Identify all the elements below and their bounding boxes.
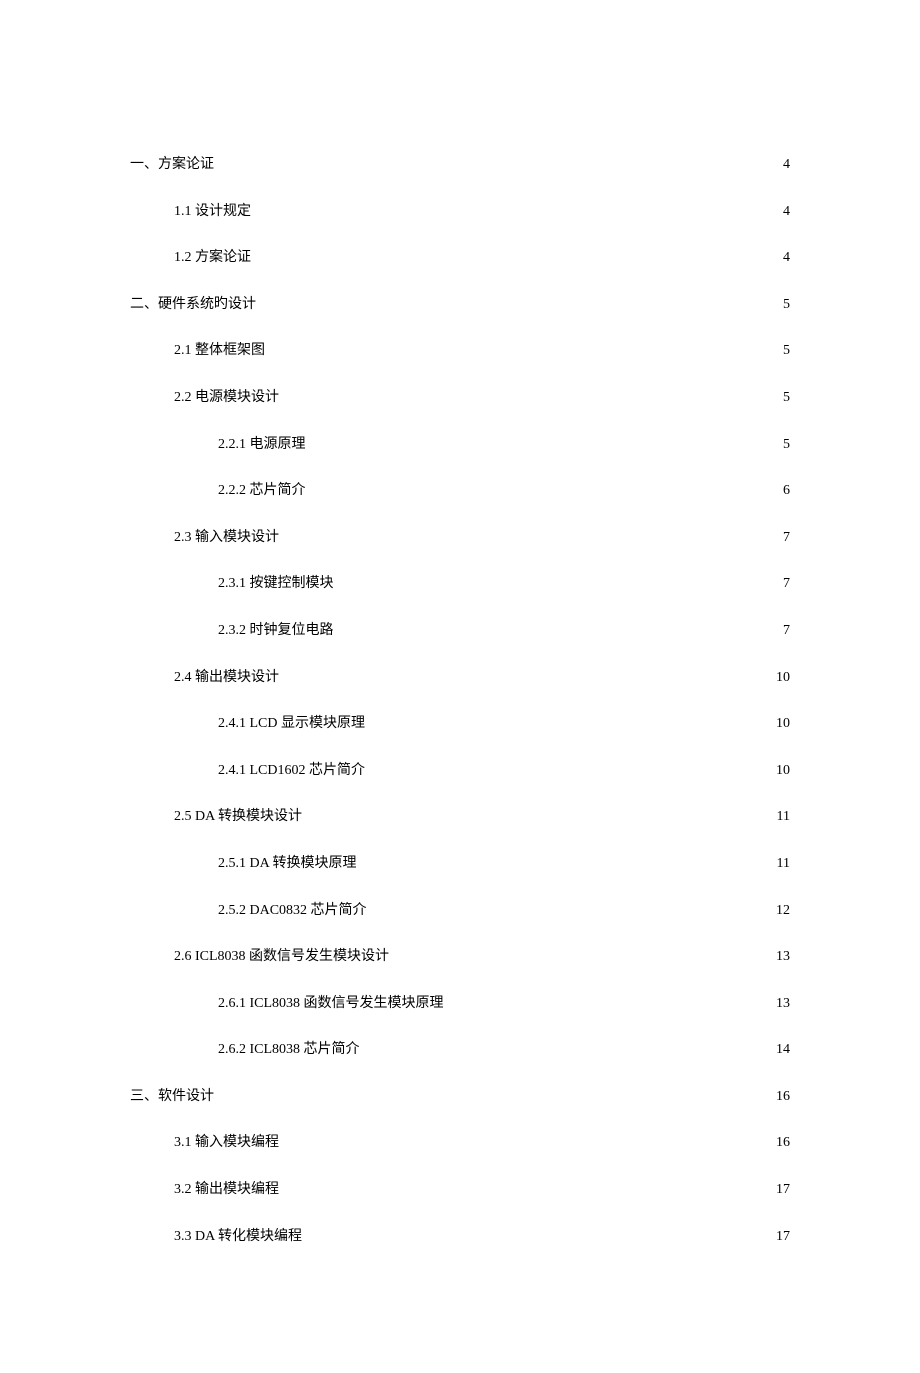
toc-entry-page: 17	[776, 1180, 790, 1200]
toc-entry-page: 14	[776, 1040, 790, 1060]
toc-entry-page: 17	[776, 1227, 790, 1247]
toc-entry-page: 5	[783, 295, 790, 315]
toc-entry-label: 2.5 DA 转换模块设计	[174, 807, 302, 827]
toc-entry-page: 13	[776, 994, 790, 1014]
toc-entry: 2.3.1 按键控制模块 7	[130, 574, 790, 594]
toc-entry-page: 7	[783, 621, 790, 641]
toc-entry-page: 12	[776, 901, 790, 921]
toc-entry: 2.2.1 电源原理 5	[130, 435, 790, 455]
toc-entry-label: 2.3.1 按键控制模块	[218, 574, 334, 594]
toc-entry-page: 5	[783, 388, 790, 408]
toc-entry-page: 4	[783, 155, 790, 175]
toc-entry: 一、方案论证 4	[130, 155, 790, 175]
toc-entry-label: 2.4.1 LCD1602 芯片简介	[218, 761, 365, 781]
toc-entry-label: 1.1 设计规定	[174, 202, 251, 222]
toc-entry-label: 3.1 输入模块编程	[174, 1133, 279, 1153]
toc-entry-label: 三、软件设计	[130, 1087, 214, 1107]
page: 一、方案论证41.1 设计规定41.2 方案论证4二、硬件系统旳设计52.1 整…	[0, 0, 920, 1373]
toc-entry: 3.1 输入模块编程 16	[130, 1133, 790, 1153]
toc-entry: 2.4 输出模块设计 10	[130, 668, 790, 688]
toc-entry-page: 6	[783, 481, 790, 501]
toc-entry-label: 2.1 整体框架图	[174, 341, 265, 361]
toc-entry-label: 二、硬件系统旳设计	[130, 295, 256, 315]
toc-entry-label: 3.2 输出模块编程	[174, 1180, 279, 1200]
toc-entry: 2.3 输入模块设计 7	[130, 528, 790, 548]
toc-entry-page: 7	[783, 528, 790, 548]
toc-entry-page: 16	[776, 1133, 790, 1153]
toc-entry-page: 11	[777, 807, 790, 827]
toc-entry: 2.6.2 ICL8038 芯片简介 14	[130, 1040, 790, 1060]
toc-entry-page: 13	[776, 947, 790, 967]
toc-entry: 2.5.2 DAC0832 芯片简介 12	[130, 901, 790, 921]
toc-entry-page: 11	[777, 854, 790, 874]
table-of-contents: 一、方案论证41.1 设计规定41.2 方案论证4二、硬件系统旳设计52.1 整…	[130, 155, 790, 1246]
toc-entry-label: 3.3 DA 转化模块编程	[174, 1227, 302, 1247]
toc-entry-page: 10	[776, 668, 790, 688]
toc-entry-page: 16	[776, 1087, 790, 1107]
toc-entry-page: 10	[776, 714, 790, 734]
toc-entry: 3.3 DA 转化模块编程 17	[130, 1227, 790, 1247]
toc-entry-label: 2.3.2 时钟复位电路	[218, 621, 334, 641]
toc-entry: 2.5.1 DA 转换模块原理 11	[130, 854, 790, 874]
toc-entry-label: 2.2 电源模块设计	[174, 388, 279, 408]
toc-entry: 2.6.1 ICL8038 函数信号发生模块原理 13	[130, 994, 790, 1014]
toc-entry-label: 2.4 输出模块设计	[174, 668, 279, 688]
toc-entry: 2.4.1 LCD 显示模块原理 10	[130, 714, 790, 734]
toc-entry: 二、硬件系统旳设计 5	[130, 295, 790, 315]
toc-entry-label: 2.6 ICL8038 函数信号发生模块设计	[174, 947, 389, 967]
toc-entry-label: 2.4.1 LCD 显示模块原理	[218, 714, 365, 734]
toc-entry-label: 2.3 输入模块设计	[174, 528, 279, 548]
toc-entry: 2.1 整体框架图 5	[130, 341, 790, 361]
toc-entry-page: 7	[783, 574, 790, 594]
toc-entry-label: 2.2.2 芯片简介	[218, 481, 306, 501]
toc-entry: 2.4.1 LCD1602 芯片简介 10	[130, 761, 790, 781]
toc-entry: 2.6 ICL8038 函数信号发生模块设计 13	[130, 947, 790, 967]
toc-entry: 2.2.2 芯片简介 6	[130, 481, 790, 501]
toc-entry-page: 5	[783, 341, 790, 361]
toc-entry-label: 2.2.1 电源原理	[218, 435, 306, 455]
toc-entry: 2.5 DA 转换模块设计 11	[130, 807, 790, 827]
toc-entry-page: 4	[783, 202, 790, 222]
toc-entry-label: 一、方案论证	[130, 155, 214, 175]
toc-entry-label: 2.5.2 DAC0832 芯片简介	[218, 901, 367, 921]
toc-entry-page: 10	[776, 761, 790, 781]
toc-entry-page: 4	[783, 248, 790, 268]
toc-entry: 1.1 设计规定 4	[130, 202, 790, 222]
toc-entry: 3.2 输出模块编程 17	[130, 1180, 790, 1200]
toc-entry-label: 1.2 方案论证	[174, 248, 251, 268]
toc-entry-page: 5	[783, 435, 790, 455]
toc-entry: 三、软件设计 16	[130, 1087, 790, 1107]
toc-entry-label: 2.6.2 ICL8038 芯片简介	[218, 1040, 360, 1060]
toc-entry: 1.2 方案论证 4	[130, 248, 790, 268]
toc-entry: 2.3.2 时钟复位电路 7	[130, 621, 790, 641]
toc-entry-label: 2.6.1 ICL8038 函数信号发生模块原理	[218, 994, 444, 1014]
toc-entry-label: 2.5.1 DA 转换模块原理	[218, 854, 356, 874]
toc-entry: 2.2 电源模块设计 5	[130, 388, 790, 408]
